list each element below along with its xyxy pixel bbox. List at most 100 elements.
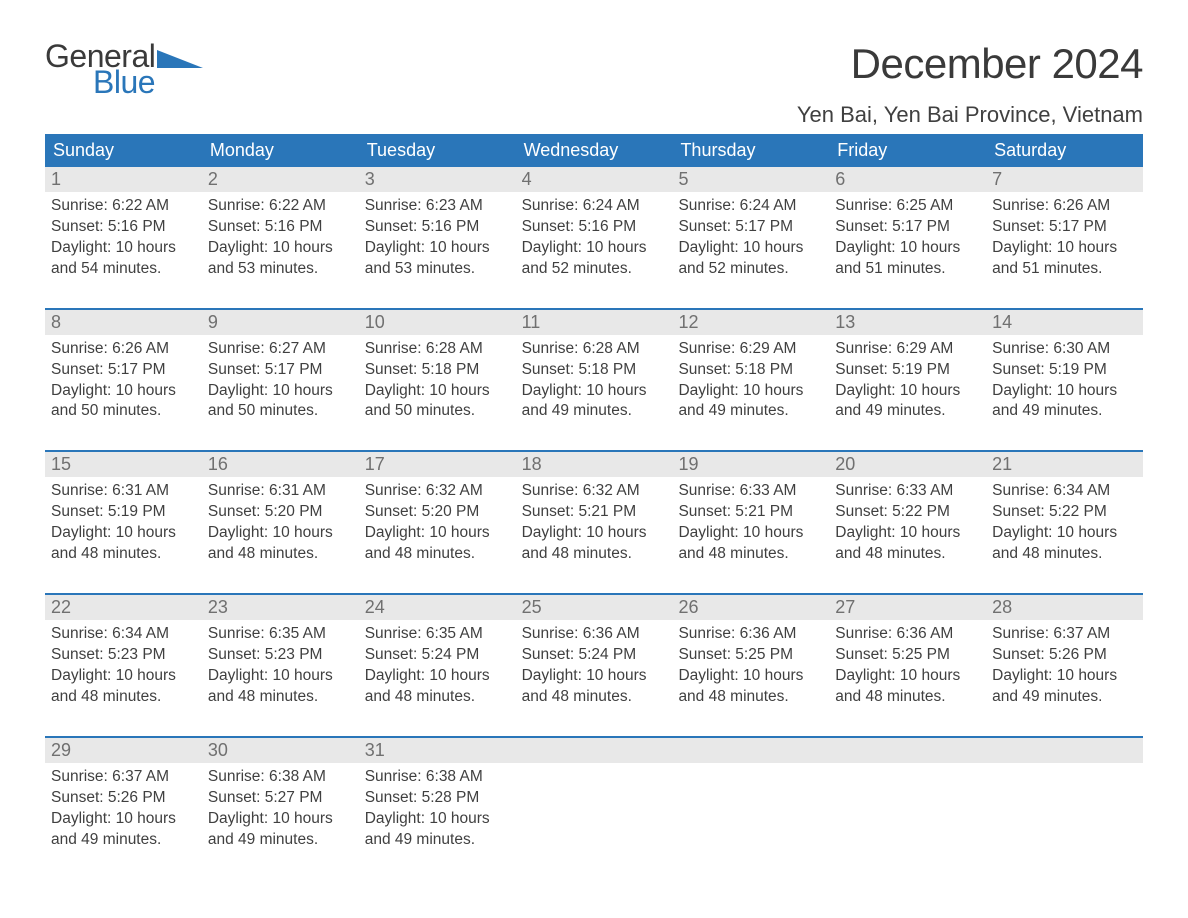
date-number: 16	[202, 452, 359, 477]
day-line-d1: Daylight: 10 hours	[835, 523, 980, 544]
day-content: Sunrise: 6:33 AMSunset: 5:22 PMDaylight:…	[829, 477, 986, 567]
day-line-ss: Sunset: 5:16 PM	[208, 217, 353, 238]
date-number: 22	[45, 595, 202, 620]
date-number: 24	[359, 595, 516, 620]
day-cell: 23Sunrise: 6:35 AMSunset: 5:23 PMDayligh…	[202, 595, 359, 710]
day-content	[829, 763, 986, 769]
day-line-sr: Sunrise: 6:23 AM	[365, 196, 510, 217]
day-content: Sunrise: 6:35 AMSunset: 5:24 PMDaylight:…	[359, 620, 516, 710]
day-line-sr: Sunrise: 6:28 AM	[365, 339, 510, 360]
day-line-sr: Sunrise: 6:32 AM	[522, 481, 667, 502]
date-number: 28	[986, 595, 1143, 620]
day-line-d1: Daylight: 10 hours	[522, 523, 667, 544]
day-line-d2: and 49 minutes.	[992, 401, 1137, 422]
day-line-ss: Sunset: 5:18 PM	[678, 360, 823, 381]
day-content: Sunrise: 6:27 AMSunset: 5:17 PMDaylight:…	[202, 335, 359, 425]
day-line-d1: Daylight: 10 hours	[678, 666, 823, 687]
header: General Blue December 2024 Yen Bai, Yen …	[45, 40, 1143, 128]
day-line-d2: and 52 minutes.	[522, 259, 667, 280]
date-number: 21	[986, 452, 1143, 477]
day-cell: 21Sunrise: 6:34 AMSunset: 5:22 PMDayligh…	[986, 452, 1143, 567]
day-line-d2: and 51 minutes.	[992, 259, 1137, 280]
date-number: 26	[672, 595, 829, 620]
day-line-d1: Daylight: 10 hours	[51, 666, 196, 687]
day-line-d1: Daylight: 10 hours	[365, 381, 510, 402]
week-row: 1Sunrise: 6:22 AMSunset: 5:16 PMDaylight…	[45, 167, 1143, 282]
day-line-d2: and 52 minutes.	[678, 259, 823, 280]
day-line-d1: Daylight: 10 hours	[835, 238, 980, 259]
day-line-sr: Sunrise: 6:28 AM	[522, 339, 667, 360]
day-line-ss: Sunset: 5:21 PM	[678, 502, 823, 523]
day-cell: 3Sunrise: 6:23 AMSunset: 5:16 PMDaylight…	[359, 167, 516, 282]
day-line-sr: Sunrise: 6:29 AM	[678, 339, 823, 360]
day-line-sr: Sunrise: 6:37 AM	[51, 767, 196, 788]
day-line-d2: and 49 minutes.	[678, 401, 823, 422]
day-line-d2: and 48 minutes.	[51, 544, 196, 565]
day-header: Sunday	[45, 134, 202, 167]
day-content: Sunrise: 6:26 AMSunset: 5:17 PMDaylight:…	[45, 335, 202, 425]
day-cell: 2Sunrise: 6:22 AMSunset: 5:16 PMDaylight…	[202, 167, 359, 282]
day-line-sr: Sunrise: 6:22 AM	[208, 196, 353, 217]
day-header: Monday	[202, 134, 359, 167]
day-line-d2: and 48 minutes.	[522, 687, 667, 708]
date-number: 12	[672, 310, 829, 335]
day-line-d2: and 48 minutes.	[208, 687, 353, 708]
day-line-d1: Daylight: 10 hours	[522, 381, 667, 402]
date-number: 1	[45, 167, 202, 192]
day-content	[672, 763, 829, 769]
day-cell: 26Sunrise: 6:36 AMSunset: 5:25 PMDayligh…	[672, 595, 829, 710]
day-cell: 13Sunrise: 6:29 AMSunset: 5:19 PMDayligh…	[829, 310, 986, 425]
day-cell: 30Sunrise: 6:38 AMSunset: 5:27 PMDayligh…	[202, 738, 359, 853]
day-header: Tuesday	[359, 134, 516, 167]
month-title: December 2024	[797, 40, 1143, 88]
day-line-d1: Daylight: 10 hours	[992, 238, 1137, 259]
day-line-d2: and 48 minutes.	[678, 544, 823, 565]
day-line-d2: and 48 minutes.	[992, 544, 1137, 565]
day-line-ss: Sunset: 5:17 PM	[992, 217, 1137, 238]
day-content	[516, 763, 673, 769]
day-line-d2: and 48 minutes.	[522, 544, 667, 565]
day-line-sr: Sunrise: 6:31 AM	[51, 481, 196, 502]
date-number: 23	[202, 595, 359, 620]
day-line-ss: Sunset: 5:23 PM	[208, 645, 353, 666]
day-line-ss: Sunset: 5:19 PM	[51, 502, 196, 523]
day-cell: 19Sunrise: 6:33 AMSunset: 5:21 PMDayligh…	[672, 452, 829, 567]
day-line-sr: Sunrise: 6:30 AM	[992, 339, 1137, 360]
day-line-d1: Daylight: 10 hours	[835, 381, 980, 402]
day-cell: 28Sunrise: 6:37 AMSunset: 5:26 PMDayligh…	[986, 595, 1143, 710]
day-line-d1: Daylight: 10 hours	[835, 666, 980, 687]
day-cell: 6Sunrise: 6:25 AMSunset: 5:17 PMDaylight…	[829, 167, 986, 282]
day-content: Sunrise: 6:30 AMSunset: 5:19 PMDaylight:…	[986, 335, 1143, 425]
day-line-ss: Sunset: 5:22 PM	[992, 502, 1137, 523]
day-line-d2: and 49 minutes.	[51, 830, 196, 851]
day-cell	[672, 738, 829, 853]
day-line-d2: and 53 minutes.	[208, 259, 353, 280]
day-line-d1: Daylight: 10 hours	[678, 238, 823, 259]
day-content: Sunrise: 6:28 AMSunset: 5:18 PMDaylight:…	[516, 335, 673, 425]
day-line-d1: Daylight: 10 hours	[51, 809, 196, 830]
day-line-sr: Sunrise: 6:35 AM	[365, 624, 510, 645]
week-row: 29Sunrise: 6:37 AMSunset: 5:26 PMDayligh…	[45, 736, 1143, 853]
date-number	[672, 738, 829, 763]
day-content: Sunrise: 6:37 AMSunset: 5:26 PMDaylight:…	[986, 620, 1143, 710]
day-cell: 18Sunrise: 6:32 AMSunset: 5:21 PMDayligh…	[516, 452, 673, 567]
day-cell: 16Sunrise: 6:31 AMSunset: 5:20 PMDayligh…	[202, 452, 359, 567]
day-cell: 31Sunrise: 6:38 AMSunset: 5:28 PMDayligh…	[359, 738, 516, 853]
day-line-d1: Daylight: 10 hours	[365, 666, 510, 687]
day-line-d1: Daylight: 10 hours	[208, 381, 353, 402]
calendar: SundayMondayTuesdayWednesdayThursdayFrid…	[45, 134, 1143, 852]
day-line-d1: Daylight: 10 hours	[51, 238, 196, 259]
day-content: Sunrise: 6:29 AMSunset: 5:19 PMDaylight:…	[829, 335, 986, 425]
day-line-ss: Sunset: 5:18 PM	[365, 360, 510, 381]
day-cell: 9Sunrise: 6:27 AMSunset: 5:17 PMDaylight…	[202, 310, 359, 425]
day-content: Sunrise: 6:22 AMSunset: 5:16 PMDaylight:…	[45, 192, 202, 282]
day-header: Saturday	[986, 134, 1143, 167]
day-line-d1: Daylight: 10 hours	[365, 809, 510, 830]
day-content: Sunrise: 6:32 AMSunset: 5:21 PMDaylight:…	[516, 477, 673, 567]
date-number: 4	[516, 167, 673, 192]
day-content: Sunrise: 6:33 AMSunset: 5:21 PMDaylight:…	[672, 477, 829, 567]
day-line-ss: Sunset: 5:16 PM	[51, 217, 196, 238]
day-cell	[829, 738, 986, 853]
day-line-ss: Sunset: 5:23 PM	[51, 645, 196, 666]
date-number: 25	[516, 595, 673, 620]
